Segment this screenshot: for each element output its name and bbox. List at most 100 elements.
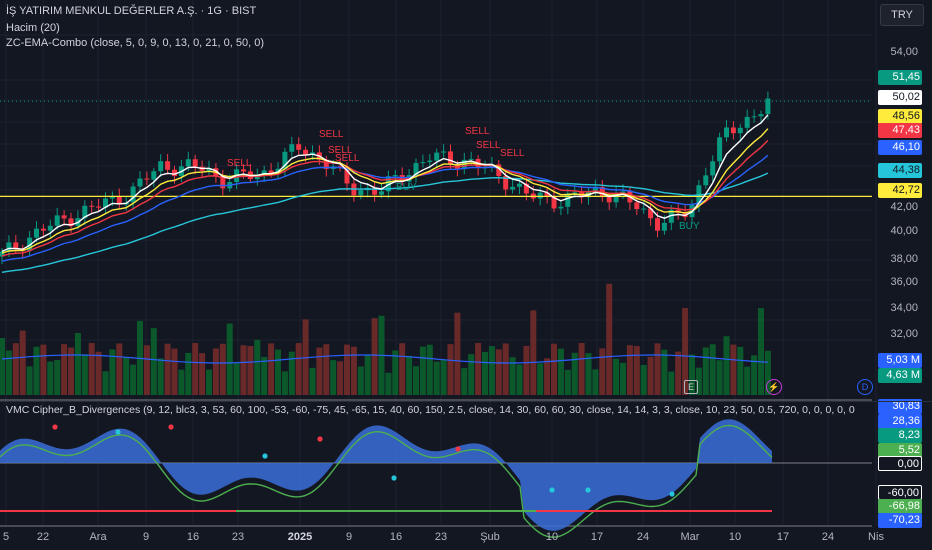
- sell-signal: SELL: [319, 129, 344, 140]
- divergence-dot: [391, 475, 397, 481]
- candle-body: [165, 161, 171, 170]
- volume-indicator-label[interactable]: Hacim (20): [6, 22, 60, 34]
- candle-body: [172, 169, 177, 177]
- candle-body: [537, 192, 543, 199]
- volume-bar: [74, 333, 81, 395]
- price-axis-label: 34,00: [890, 302, 918, 314]
- sell-signal: SELL: [500, 148, 525, 159]
- price-tag: 47,43: [878, 123, 922, 138]
- candle-body: [420, 162, 426, 164]
- price-axis-label: 38,00: [890, 253, 918, 265]
- volume-bar: [357, 366, 364, 395]
- volume-bar: [171, 348, 178, 395]
- ema-lines: [0, 100, 872, 273]
- volume-bar: [178, 369, 185, 395]
- volume-bar: [130, 364, 137, 395]
- volume-bar: [337, 361, 344, 395]
- lightning-icon[interactable]: ⚡: [766, 379, 782, 395]
- volume-bar: [150, 328, 157, 395]
- volume-bar: [12, 343, 19, 395]
- time-axis-label: 17: [590, 531, 604, 543]
- candle-body: [592, 186, 598, 192]
- candle-body: [496, 164, 502, 177]
- volume-bar: [758, 308, 764, 395]
- volume-bar: [654, 343, 661, 395]
- oscillator-plot: [0, 399, 872, 538]
- volume-bar: [564, 369, 571, 395]
- candle-body: [116, 195, 122, 205]
- volume-bar: [109, 349, 116, 395]
- time-axis-label: Mar: [680, 531, 700, 543]
- volume-bar: [344, 344, 350, 395]
- candle-body: [710, 161, 716, 176]
- candle-body: [344, 166, 350, 184]
- volume-bar: [19, 330, 26, 395]
- volume-tag: 4,63 M: [878, 368, 922, 383]
- sell-signal: SELL: [335, 153, 360, 164]
- candle-body: [323, 159, 329, 169]
- volume-bar: [495, 349, 502, 395]
- volume-bar: [233, 363, 240, 395]
- volume-bar: [502, 343, 509, 395]
- time-axis-label: 5: [2, 531, 10, 543]
- divergence-dot: [52, 424, 58, 430]
- volume-bar: [47, 361, 54, 395]
- volume-bar: [157, 358, 164, 395]
- pane-separator[interactable]: [0, 401, 932, 402]
- candle-body: [6, 242, 12, 252]
- candle-body: [282, 151, 288, 169]
- divergence-dot: [262, 453, 268, 459]
- dividend-badge[interactable]: D: [857, 379, 873, 395]
- sell-signal: SELL: [328, 145, 353, 156]
- candle-body: [289, 144, 295, 152]
- candle-body: [34, 228, 39, 238]
- candle-body: [737, 127, 743, 134]
- time-axis-label: 24: [821, 531, 835, 543]
- volume-bar: [613, 358, 620, 395]
- sell-signal: SELL: [227, 158, 252, 169]
- candle-body: [144, 178, 150, 180]
- candle-body: [0, 251, 5, 257]
- volume-bar: [240, 345, 247, 395]
- volume-bar: [744, 366, 751, 395]
- volume-bar: [143, 345, 150, 395]
- volume-bars: [0, 283, 771, 395]
- candle-body: [310, 152, 315, 155]
- volume-bar: [419, 346, 426, 395]
- oscillator-tag: 0,00: [878, 456, 922, 471]
- volume-bar: [254, 339, 261, 395]
- volume-bar: [716, 360, 723, 395]
- volume-bar: [695, 367, 702, 395]
- volume-bar: [26, 366, 33, 395]
- candle-body: [717, 137, 723, 162]
- volume-bar: [606, 283, 613, 395]
- volume-bar: [33, 346, 40, 395]
- volume-bar: [185, 352, 192, 395]
- volume-bar: [544, 358, 551, 395]
- volume-bar: [371, 318, 378, 395]
- ema-indicator-label[interactable]: ZC-EMA-Combo (close, 5, 0, 9, 0, 13, 0, …: [6, 37, 265, 49]
- volume-bar: [5, 350, 12, 395]
- candle-body: [606, 196, 612, 203]
- volume-bar: [247, 346, 254, 395]
- volume-bar: [40, 344, 47, 395]
- time-axis-label: 9: [345, 531, 353, 543]
- candle-body: [523, 183, 529, 194]
- volume-bar: [468, 354, 475, 395]
- sell-signal: SELL: [476, 140, 501, 151]
- volume-bar: [709, 344, 716, 395]
- candle-body: [441, 151, 447, 153]
- oscillator-label[interactable]: VMC Cipher_B_Divergences (9, 12, blc3, 3…: [6, 404, 855, 416]
- candle-body: [392, 175, 398, 177]
- price-tag: 46,10: [878, 140, 922, 155]
- candle-body: [151, 171, 157, 180]
- volume-bar: [385, 372, 392, 395]
- earnings-badge[interactable]: E: [684, 380, 698, 394]
- volume-bar: [626, 345, 633, 395]
- candle-body: [551, 196, 557, 209]
- volume-bar: [309, 367, 316, 395]
- time-axis-label: 22: [36, 531, 50, 543]
- currency-button[interactable]: TRY: [880, 4, 924, 26]
- chart-title[interactable]: İŞ YATIRIM MENKUL DEĞERLER A.Ş. · 1G · B…: [6, 5, 257, 17]
